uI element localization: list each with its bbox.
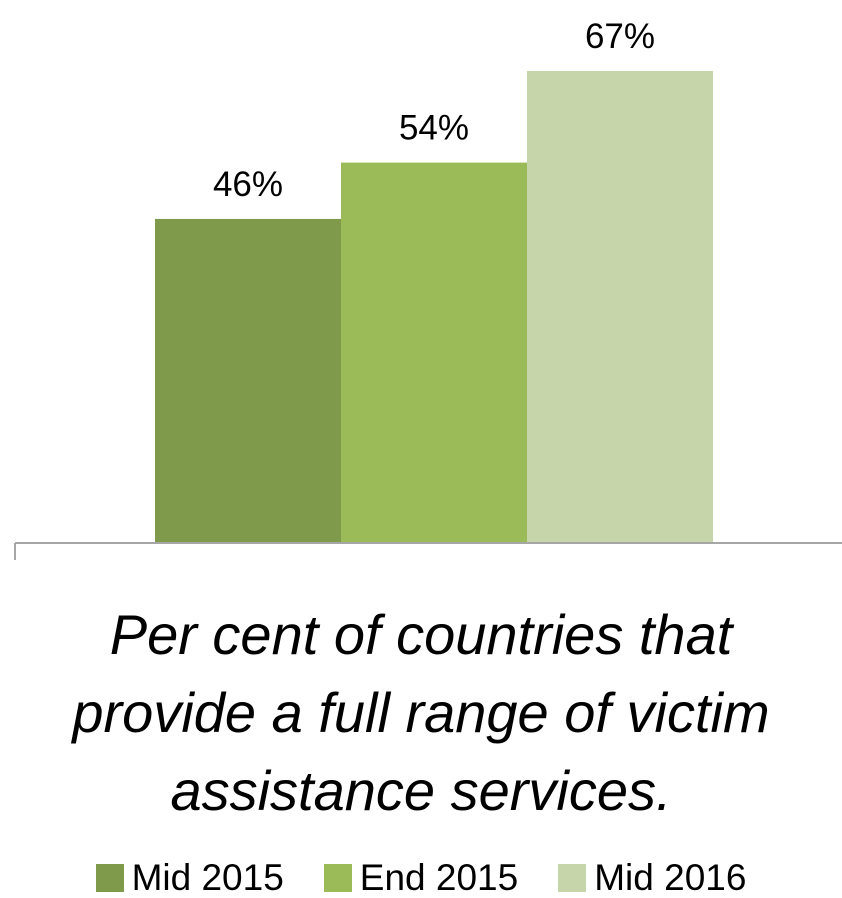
legend-swatch-mid-2016 [558,864,587,892]
chart-plot-area: 46% 54% 67% [14,17,842,560]
bar-labels-group: 46% 54% 67% [213,17,655,204]
legend-swatch-end-2015 [323,864,352,892]
bar-value-label-end-2015: 54% [399,109,469,148]
legend-item-mid-2016: Mid 2016 [558,858,746,898]
legend-item-mid-2015: Mid 2015 [95,857,284,898]
bar-value-label-mid-2016: 67% [585,17,655,56]
bar-end-2015 [341,162,527,543]
bar-mid-2015 [155,218,341,543]
legend-swatch-mid-2015 [95,864,124,892]
legend-label-end-2015: End 2015 [359,857,519,898]
bar-mid-2016 [527,71,713,543]
legend-label-mid-2016: Mid 2016 [594,857,747,898]
bars-group [155,71,713,543]
chart-title: Per cent of countries that provide a ful… [72,603,770,822]
legend-item-end-2015: End 2015 [323,857,519,898]
legend-label-mid-2015: Mid 2015 [131,857,284,898]
legend: Mid 2015 End 2015 Mid 2016 [0,858,842,898]
bar-value-label-mid-2015: 46% [213,165,283,204]
